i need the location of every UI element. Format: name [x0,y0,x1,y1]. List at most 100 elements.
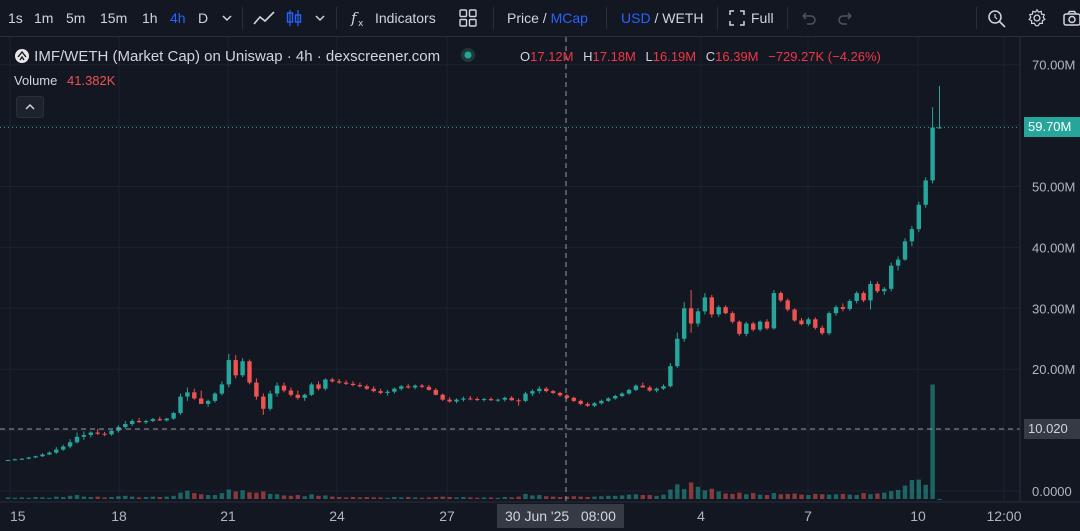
time-axis[interactable]: 15 18 21 24 27 4 7 10 12:00 [10,508,1022,524]
chevron-down-icon[interactable] [218,8,236,28]
candle-body [909,229,915,242]
candle [537,386,542,394]
candlestick-chart[interactable]: 70.00M60.00M50.00M40.00M30.00M20.00M10.0… [0,37,1080,531]
candle-body [295,394,300,398]
candle [426,385,432,391]
price-option[interactable]: Price [507,10,539,26]
candle-body [619,393,625,396]
volume-bar [564,496,570,499]
chart-type-chevron-icon[interactable] [311,8,329,28]
candle [219,381,225,396]
candle [530,389,535,396]
candle-body [523,393,528,401]
volume-bar [116,496,121,499]
interval-1m[interactable]: 1m [34,10,54,26]
volume-bar [130,496,135,499]
volume-bar [192,493,197,499]
candle [723,305,728,315]
interval-4h[interactable]: 4h [170,10,186,26]
volume-bar [826,494,832,499]
candle [461,396,466,402]
candle-body [440,394,445,400]
volume-bar [930,384,935,499]
weth-option[interactable]: WETH [662,10,704,26]
price-mcap-toggle[interactable]: Price / MCap [507,9,588,27]
usd-option[interactable]: USD [621,10,651,26]
interval-15m[interactable]: 15m [100,10,128,26]
symbol-title[interactable]: IMF/WETH (Market Cap) on Uniswap · 4h · … [34,48,441,65]
candles-icon[interactable] [284,8,304,28]
volume-bar [454,497,459,499]
screenshot-camera-icon[interactable] [1062,8,1080,28]
indicators-button[interactable]: Indicators [375,10,436,26]
candle [937,86,942,129]
x-tick-label: 4 [697,508,705,524]
volume-bar [675,484,680,499]
layout-grid-icon[interactable] [458,8,478,28]
volume-bar [143,497,149,499]
candle [5,459,11,462]
candle-body [33,456,38,458]
redo-icon[interactable] [836,8,856,28]
candle-body [102,433,107,435]
candle-body [744,323,749,334]
candle [806,317,811,326]
candle-body [695,311,701,324]
candle [378,388,383,395]
usd-weth-toggle[interactable]: USD / WETH [621,9,703,27]
candle [143,419,149,425]
y-tick-label: 20.00M [1032,362,1075,377]
candle [371,386,376,393]
settings-gear-icon[interactable] [1026,8,1048,28]
candle-body [385,391,390,393]
x-tick-label: 15 [10,508,26,524]
candle [475,397,480,401]
collapse-legend-button[interactable] [16,96,44,118]
candle-body [530,391,535,394]
candle-body [268,393,273,409]
volume-bar [668,489,673,499]
interval-d[interactable]: D [198,10,209,26]
full-button[interactable]: Full [751,10,774,26]
volume-bar [606,495,611,499]
volume-bar [185,490,190,499]
volume-bar [757,494,763,499]
volume-bar [481,497,487,499]
volume-bar [419,497,425,499]
candle-body [889,265,894,289]
close-value: 16.39M [715,49,759,64]
fullscreen-icon[interactable] [728,8,746,28]
volume-bar [433,497,438,499]
candle-body [606,398,611,401]
candle-body [357,385,363,387]
line-chart-icon[interactable] [252,8,276,28]
candle [268,390,273,411]
volume-bar [709,488,714,499]
volume-bar [40,497,45,499]
candle-body [364,386,369,389]
candle [212,392,218,403]
candle [102,431,107,437]
candle-body [923,180,928,205]
candle [792,308,797,322]
volume-bar [895,489,901,499]
candle-body [495,399,501,401]
interval-1s[interactable]: 1s [8,10,23,26]
candle [826,311,832,336]
interval-5m[interactable]: 5m [66,10,86,26]
quick-search-icon[interactable] [986,8,1008,28]
volume-bar [889,491,894,499]
candle-body [730,313,735,322]
undo-icon[interactable] [798,8,818,28]
candle [357,382,363,388]
volume-bar [67,495,73,499]
mcap-option[interactable]: MCap [550,10,588,26]
candle-body [185,392,190,397]
volume-bar [226,489,231,499]
candle-body [130,420,135,425]
candle [619,392,625,398]
low-value: 16.19M [652,49,697,64]
interval-1h[interactable]: 1h [142,10,158,26]
close-key: C [705,49,716,64]
